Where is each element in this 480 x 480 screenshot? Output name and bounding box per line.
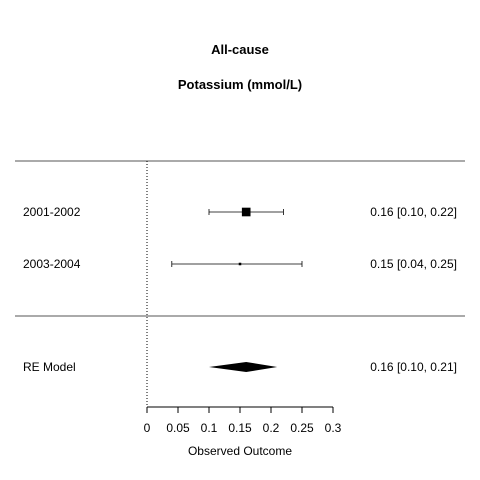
point-estimate bbox=[238, 262, 242, 266]
summary-label: RE Model bbox=[23, 360, 76, 374]
study-annotation: 0.15 [0.04, 0.25] bbox=[370, 257, 457, 271]
study-label: 2003-2004 bbox=[23, 257, 81, 271]
x-tick-label: 0.3 bbox=[325, 421, 342, 435]
study-label: 2001-2002 bbox=[23, 205, 81, 219]
chart-title: All-cause bbox=[211, 42, 269, 57]
study-annotation: 0.16 [0.10, 0.22] bbox=[370, 205, 457, 219]
summary-diamond bbox=[209, 362, 278, 372]
x-tick-label: 0 bbox=[144, 421, 151, 435]
summary-annotation: 0.16 [0.10, 0.21] bbox=[370, 360, 457, 374]
x-tick-label: 0.25 bbox=[290, 421, 314, 435]
x-tick-label: 0.15 bbox=[228, 421, 252, 435]
x-axis-label: Observed Outcome bbox=[188, 444, 292, 458]
point-estimate bbox=[241, 207, 251, 217]
x-tick-label: 0.2 bbox=[263, 421, 280, 435]
x-tick-label: 0.1 bbox=[201, 421, 218, 435]
x-tick-label: 0.05 bbox=[166, 421, 190, 435]
plot-layer: 2001-2002 0.16 [0.10, 0.22] 2003-2004 0.15 … bbox=[23, 161, 457, 435]
chart-subtitle: Potassium (mmol/L) bbox=[178, 77, 302, 92]
